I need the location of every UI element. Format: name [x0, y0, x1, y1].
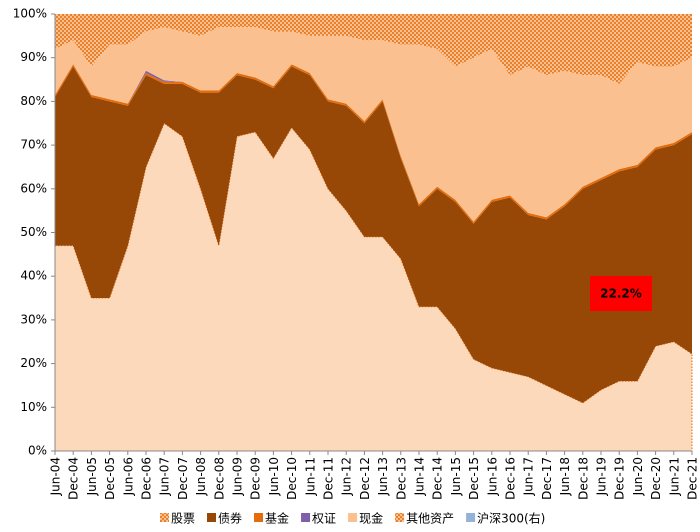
x-tick-label: Jun-16: [485, 457, 499, 496]
x-tick-label: Dec-06: [140, 457, 154, 500]
legend-label: 权证: [312, 512, 336, 526]
y-tick-label: 60%: [20, 181, 47, 195]
legend-label: 其他资产: [406, 512, 454, 526]
x-tick-label: Dec-11: [322, 457, 336, 500]
annotation: 22.2%: [600, 287, 642, 301]
x-tick-label: Dec-10: [285, 457, 299, 500]
x-tick-label: Jun-06: [121, 457, 135, 496]
x-tick-label: Dec-05: [103, 457, 117, 500]
x-tick-label: Dec-12: [358, 457, 372, 500]
x-tick-label: Dec-16: [504, 457, 518, 500]
legend-swatch: [395, 513, 405, 522]
y-tick-label: 10%: [20, 400, 47, 414]
legend-swatch: [254, 513, 264, 522]
y-tick-label: 90%: [20, 50, 47, 64]
y-tick-label: 40%: [20, 269, 47, 283]
y-tick-label: 70%: [20, 138, 47, 152]
x-tick-label: Dec-14: [431, 457, 445, 500]
x-tick-label: Dec-17: [540, 457, 554, 500]
x-tick-label: Jun-18: [558, 457, 572, 496]
legend-label: 沪深300(右): [477, 511, 545, 526]
x-tick-label: Jun-05: [85, 457, 99, 496]
y-tick-label: 30%: [20, 312, 47, 326]
x-tick-label: Dec-18: [576, 457, 590, 500]
x-tick-label: Jun-14: [413, 457, 427, 496]
y-tick-label: 20%: [20, 356, 47, 370]
y-tick-label: 50%: [20, 225, 47, 239]
y-tick-label: 100%: [13, 7, 47, 21]
x-tick-label: Jun-07: [158, 457, 172, 496]
legend-swatch: [301, 513, 311, 522]
x-tick-label: Dec-04: [67, 457, 81, 500]
x-tick-label: Jun-11: [303, 457, 317, 496]
legend-swatch: [348, 513, 358, 522]
legend-label: 基金: [265, 511, 289, 526]
area: [55, 66, 692, 403]
y-tick-label: 80%: [20, 94, 47, 108]
x-tick-label: Jun-20: [631, 457, 645, 496]
x-tick-label: Jun-09: [231, 457, 245, 496]
x-tick-label: Jun-12: [340, 457, 354, 496]
legend-label: 现金: [359, 511, 383, 526]
x-tick-label: Dec-08: [212, 457, 226, 500]
x-tick-label: Jun-19: [595, 457, 609, 496]
area: [55, 27, 692, 222]
x-tick-label: Dec-07: [176, 457, 190, 500]
x-tick-label: Dec-09: [249, 457, 263, 500]
x-tick-label: Dec-20: [649, 457, 663, 500]
x-tick-label: Dec-15: [467, 457, 481, 500]
x-tick-label: Dec-19: [613, 457, 627, 500]
x-tick-label: Jun-21: [667, 457, 681, 496]
area: [55, 14, 692, 84]
x-tick-label: Dec-13: [394, 457, 408, 500]
x-tick-label: Jun-17: [522, 457, 536, 496]
y-tick-label: 0%: [28, 444, 47, 458]
x-tick-label: Jun-15: [449, 457, 463, 496]
legend-swatch: [466, 513, 476, 522]
x-tick-label: Jun-10: [267, 457, 281, 496]
x-tick-label: Jun-08: [194, 457, 208, 496]
legend-label: 债券: [218, 511, 242, 526]
legend-label: 股票: [171, 512, 195, 526]
annotation-box: [590, 276, 652, 311]
legend-swatch: [160, 513, 169, 522]
legend-swatch: [207, 513, 217, 522]
x-tick-label: Jun-13: [376, 457, 390, 496]
x-tick-label: Jun-04: [49, 457, 63, 496]
x-tick-label: Dec-21: [686, 457, 700, 500]
